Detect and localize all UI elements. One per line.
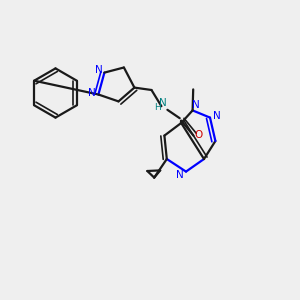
Text: H: H <box>154 103 161 112</box>
Text: N: N <box>159 98 167 108</box>
Text: N: N <box>94 65 102 75</box>
Text: N: N <box>88 88 96 98</box>
Text: N: N <box>192 100 200 110</box>
Text: O: O <box>194 130 202 140</box>
Text: N: N <box>213 111 220 122</box>
Text: N: N <box>176 169 183 180</box>
